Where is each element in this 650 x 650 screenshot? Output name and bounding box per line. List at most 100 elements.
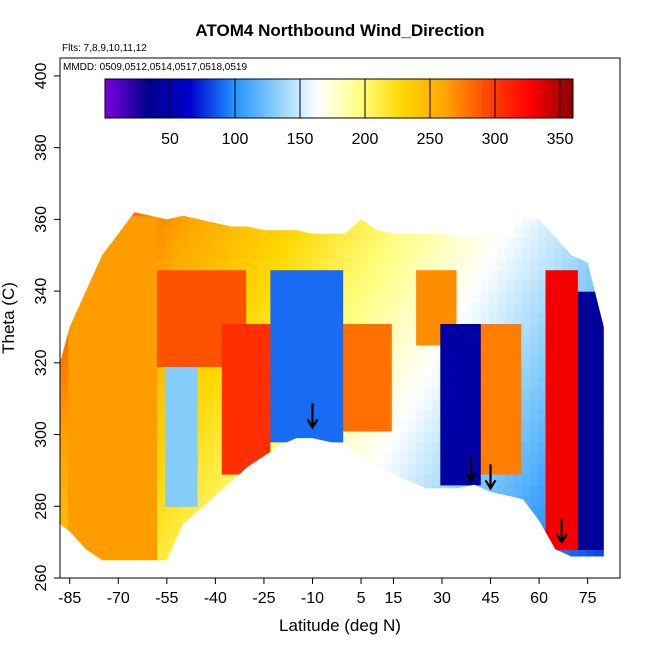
heatmap-cell-1842 <box>480 323 490 335</box>
heatmap-cell-878 <box>262 527 271 540</box>
heatmap-cell-1684 <box>448 517 458 529</box>
heatmap-cell-329 <box>132 409 142 421</box>
heatmap-cell-1885 <box>488 237 498 249</box>
heatmap-cell-800 <box>238 237 247 249</box>
heatmap-cell-977 <box>278 215 288 228</box>
heatmap-cell-1897 <box>497 484 506 497</box>
heatmap-cell-2005 <box>521 452 530 464</box>
heatmap-cell-424 <box>157 517 166 529</box>
heatmap-cell-1212 <box>335 323 344 335</box>
heatmap-cell-1022 <box>294 484 304 497</box>
heatmap-cell-79 <box>76 463 85 475</box>
heatmap-cell-1780 <box>464 237 474 249</box>
heatmap-cell-1171 <box>327 387 336 400</box>
heatmap-cell-539 <box>181 409 191 421</box>
heatmap-cell-2070 <box>537 506 547 518</box>
heatmap-cell-1089 <box>310 517 320 529</box>
heatmap-cell-2000 <box>521 506 530 518</box>
heatmap-cell-687 <box>213 323 223 335</box>
heatmap-cell-1486 <box>399 387 409 400</box>
heatmap-cell-1448 <box>391 420 401 432</box>
heatmap-cell-1821 <box>480 549 490 561</box>
heatmap-cell-1896 <box>497 495 506 507</box>
heatmap-cell-1808 <box>472 312 482 324</box>
heatmap-cell-912 <box>270 538 280 550</box>
heatmap-cell-809 <box>246 517 255 529</box>
heatmap-cell-195 <box>100 344 110 357</box>
heatmap-cell-1601 <box>424 280 433 292</box>
heatmap-cell-1347 <box>367 377 377 389</box>
heatmap-cell-889 <box>262 409 271 421</box>
heatmap-cell-1332 <box>367 538 377 550</box>
heatmap-cell-1129 <box>319 463 328 475</box>
heatmap-cell-460 <box>165 506 174 518</box>
heatmap-cell-1428 <box>383 258 393 271</box>
heatmap-cell-1793 <box>472 474 482 486</box>
heatmap-cell-997 <box>286 377 296 389</box>
heatmap-cell-1213 <box>335 312 344 324</box>
heatmap-cell-1481 <box>399 441 409 454</box>
heatmap-cell-931 <box>270 334 280 346</box>
heatmap-cell-1386 <box>375 334 385 346</box>
heatmap-cell-327 <box>132 431 142 443</box>
heatmap-cell-2280 <box>586 506 595 518</box>
heatmap-cell-269 <box>116 301 126 314</box>
heatmap-cell-1326 <box>359 226 369 238</box>
heatmap-cell-467 <box>165 431 174 443</box>
heatmap-cell-827 <box>246 323 255 335</box>
heatmap-cell-1185 <box>327 237 336 249</box>
x-tick-label-8: 30 <box>433 590 451 607</box>
heatmap-cell-2235 <box>569 237 579 249</box>
heatmap-cell-2095 <box>537 237 547 249</box>
heatmap-cell-2022 <box>521 269 530 281</box>
heatmap-cell-395 <box>149 452 158 464</box>
heatmap-cell-652 <box>205 323 215 335</box>
heatmap-cell-1028 <box>294 420 304 432</box>
heatmap-cell-2231 <box>569 280 579 292</box>
heatmap-cell-1451 <box>391 387 401 400</box>
heatmap-cell-220 <box>108 452 118 464</box>
heatmap-cell-1933 <box>505 474 514 486</box>
heatmap-cell-1713 <box>448 212 458 217</box>
heatmap-cell-1002 <box>286 323 296 335</box>
heatmap-cell-1507 <box>408 538 417 550</box>
heatmap-cell-2275 <box>586 560 595 571</box>
heatmap-cell-1864 <box>488 463 498 475</box>
heatmap-cell-1122 <box>319 538 328 550</box>
heatmap-cell-227 <box>108 377 118 389</box>
heatmap-cell-1190 <box>335 560 344 571</box>
heatmap-cell-1612 <box>432 538 441 550</box>
heatmap-cell-2402 <box>610 323 619 334</box>
heatmap-cell-1128 <box>319 474 328 486</box>
heatmap-cell-576 <box>189 387 199 400</box>
heatmap-cell-630 <box>206 560 215 571</box>
heatmap-cell-506 <box>173 387 182 400</box>
heatmap-cell-1340 <box>367 452 377 464</box>
heatmap-cell-1453 <box>391 366 401 378</box>
heatmap-cell-784 <box>238 409 247 421</box>
heatmap-cell-1504 <box>400 194 409 205</box>
heatmap-cell-1870 <box>488 398 498 411</box>
heatmap-cell-2259 <box>577 355 587 368</box>
heatmap-cell-716 <box>221 387 231 400</box>
heatmap-cell-2054 <box>529 301 539 314</box>
heatmap-cell-1177 <box>327 323 336 335</box>
heatmap-cell-1976 <box>513 387 522 400</box>
heatmap-cell-895 <box>262 344 271 357</box>
heatmap-cell-2164 <box>553 248 563 260</box>
heatmap-cell-1305 <box>359 452 369 464</box>
heatmap-cell-1366 <box>375 549 385 561</box>
heatmap-cell-6 <box>60 495 69 507</box>
heatmap-cell-21 <box>60 334 69 346</box>
heatmap-cell-918 <box>270 474 280 486</box>
heatmap-cell-5 <box>60 506 69 518</box>
heatmap-cell-390 <box>149 506 158 518</box>
heatmap-cell-1472 <box>399 538 409 550</box>
heatmap-cell-1446 <box>391 441 401 454</box>
heatmap-cell-1112 <box>310 269 320 281</box>
heatmap-cell-2373 <box>602 258 604 271</box>
heatmap-cell-1382 <box>375 377 385 389</box>
heatmap-cell-846 <box>254 495 263 507</box>
heatmap-cell-2296 <box>586 334 595 346</box>
heatmap-cell-1766 <box>464 387 474 400</box>
